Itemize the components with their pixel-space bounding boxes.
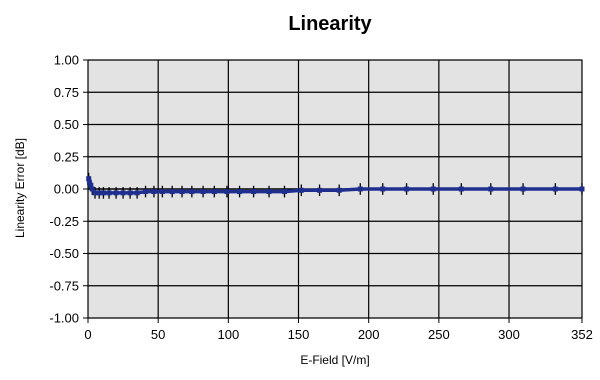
data-point [179, 189, 185, 195]
data-point [143, 189, 149, 195]
data-point [281, 189, 287, 195]
data-point [357, 186, 363, 192]
y-tick-label: -0.75 [49, 278, 79, 293]
data-point [211, 189, 217, 195]
data-point [86, 180, 92, 186]
data-point [96, 190, 102, 196]
x-tick-label: 50 [151, 327, 165, 342]
data-point [169, 189, 175, 195]
y-tick-label: -1.00 [49, 311, 79, 326]
y-tick-label: 0.75 [54, 85, 79, 100]
x-axis-label: E-Field [V/m] [300, 353, 369, 367]
y-tick-label: -0.25 [49, 214, 79, 229]
y-tick-label: 1.00 [54, 53, 79, 68]
data-point [224, 189, 230, 195]
x-tick-label: 150 [288, 327, 310, 342]
data-point [488, 186, 494, 192]
data-point [113, 190, 119, 196]
x-tick-label: 0 [84, 327, 91, 342]
data-point [106, 190, 112, 196]
data-point [520, 186, 526, 192]
y-tick-label: -0.50 [49, 246, 79, 261]
data-point [120, 190, 126, 196]
series-group [86, 172, 585, 199]
data-point [251, 189, 257, 195]
data-point [134, 190, 140, 196]
data-point [458, 186, 464, 192]
x-tick-label: 300 [498, 327, 520, 342]
data-point [298, 187, 304, 193]
data-point [200, 189, 206, 195]
data-point [189, 189, 195, 195]
data-point [127, 190, 133, 196]
data-point [430, 186, 436, 192]
data-point [92, 190, 98, 196]
x-tick-label: 200 [358, 327, 380, 342]
y-tick-label: 0.25 [54, 149, 79, 164]
data-point [336, 187, 342, 193]
y-tick-label: 0.00 [54, 182, 79, 197]
data-point [100, 190, 106, 196]
data-point [151, 189, 157, 195]
x-tick-label: 100 [217, 327, 239, 342]
data-point [317, 187, 323, 193]
data-point [404, 186, 410, 192]
data-point [89, 186, 95, 192]
data-point [237, 189, 243, 195]
y-tick-label: 0.50 [54, 117, 79, 132]
data-point [266, 189, 272, 195]
y-axis-label: Linearity Error [dB] [13, 138, 27, 238]
chart-title: Linearity [288, 13, 372, 35]
data-point [552, 186, 558, 192]
data-point [579, 186, 585, 192]
data-point [159, 189, 165, 195]
x-tick-label: 250 [428, 327, 450, 342]
tick-labels: 1.00 0.75 0.50 0.25 0.00 -0.25 -0.50 -0.75 -1.00… [49, 53, 592, 343]
x-tick-label: 352 [571, 327, 593, 342]
data-point [86, 176, 92, 182]
data-point [380, 186, 386, 192]
data-point [88, 182, 94, 188]
